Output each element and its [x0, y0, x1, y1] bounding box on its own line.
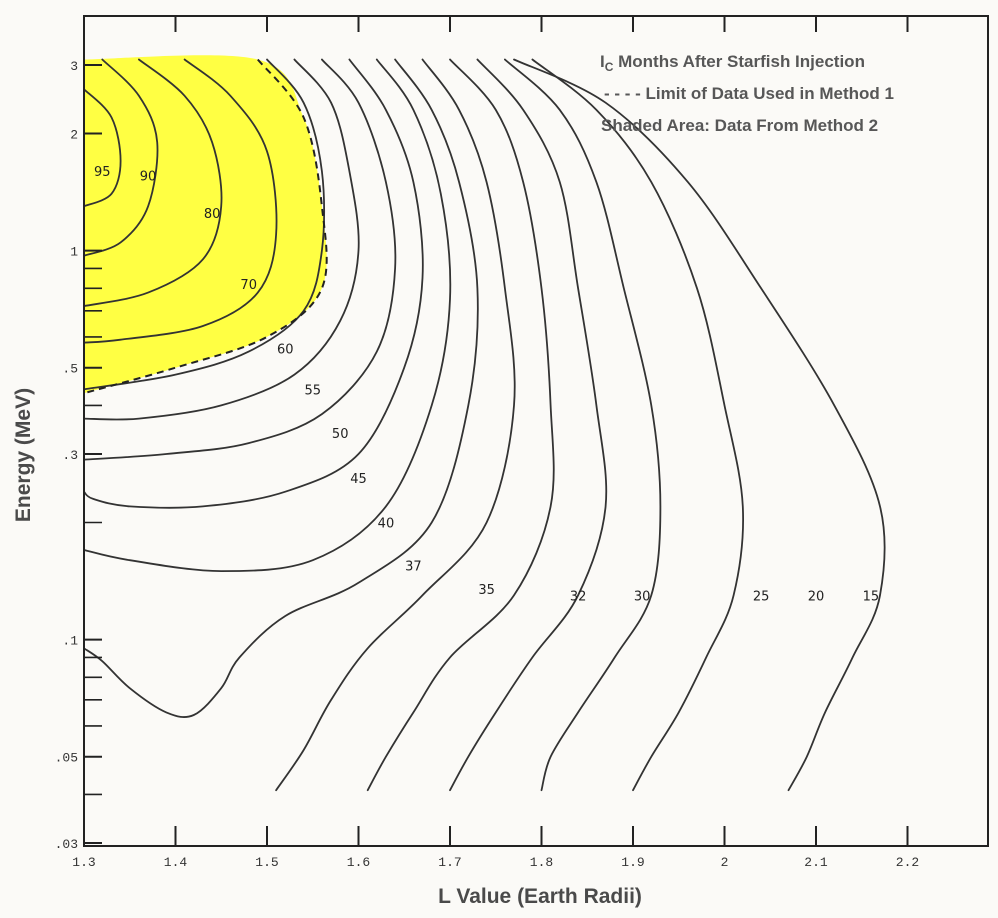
- x-tick-label-2.1: 2.1: [804, 855, 828, 870]
- contour-label-60: 60: [277, 343, 294, 358]
- contour-labels-layer: 95 90 80 70 60 55 50 45 40 37 35 32 30 25 20 15: [94, 165, 879, 604]
- x-tick-label-2.2: 2.2: [896, 855, 919, 870]
- contour-line-80: [83, 58, 223, 307]
- x-tick-label-1.4: 1.4: [164, 855, 188, 870]
- axis-ticks-layer: 1.3 1.4 1.5 1.6 1.7 1.8 1.9 2 2.1 2.2321.5.3.1.05…: [55, 16, 919, 870]
- legend-entry-3: Shaded Area: Data From Method 2: [601, 116, 878, 135]
- contour-line-70: [83, 58, 278, 344]
- contour-line-37: [83, 58, 479, 718]
- contour-line-40: [83, 58, 452, 573]
- method1-limit-layer: [83, 58, 328, 395]
- contour-label-30: 30: [634, 589, 651, 604]
- x-axis-title: L Value (Earth Radii): [438, 885, 642, 908]
- x-tick-label-2: 2: [721, 855, 729, 870]
- y-tick-label-.3: .3: [62, 448, 78, 463]
- shaded-area-layer: [84, 55, 327, 394]
- y-tick-label-.05: .05: [55, 751, 78, 766]
- legend-entry-1-rest: Months After Starfish Injection: [613, 52, 865, 71]
- x-tick-label-1.7: 1.7: [438, 855, 461, 870]
- contour-label-70: 70: [240, 278, 257, 293]
- contour-label-80: 80: [204, 207, 221, 222]
- contour-line-90: [83, 58, 159, 257]
- y-tick-label-1: 1: [70, 245, 78, 260]
- contour-label-37: 37: [405, 560, 422, 575]
- contour-line-45: [83, 58, 424, 509]
- contour-label-25: 25: [753, 589, 770, 604]
- contour-line-15: [513, 58, 886, 792]
- contour-label-20: 20: [808, 589, 825, 604]
- y-tick-label-3: 3: [70, 59, 78, 74]
- contour-line-55: [83, 58, 360, 421]
- contour-label-90: 90: [140, 169, 157, 184]
- contour-line-50: [83, 58, 397, 461]
- shaded-area-method2: [84, 55, 327, 394]
- contour-label-40: 40: [378, 516, 395, 531]
- plot-frame: [83, 15, 989, 847]
- y-tick-label-2: 2: [70, 127, 78, 142]
- legend-entry-1-main: I: [600, 52, 605, 71]
- legend: IC Months After Starfish Injection - - -…: [600, 52, 894, 135]
- contour-line-25: [504, 58, 662, 792]
- contour-line-35: [275, 58, 516, 792]
- legend-entry-1-sub: C: [605, 60, 614, 74]
- x-tick-label-1.3: 1.3: [72, 855, 95, 870]
- contour-line-30: [449, 58, 608, 792]
- contour-label-50: 50: [332, 427, 349, 442]
- contour-label-45: 45: [350, 472, 367, 487]
- contour-label-32: 32: [570, 589, 587, 604]
- contour-label-15: 15: [863, 589, 880, 604]
- contour-label-95: 95: [94, 165, 111, 180]
- y-tick-label-.5: .5: [62, 362, 78, 377]
- x-tick-label-1.9: 1.9: [621, 855, 644, 870]
- contour-lines-layer: [83, 58, 886, 792]
- y-tick-label-.03: .03: [55, 837, 78, 852]
- y-axis-title: Energy (MeV): [12, 388, 35, 522]
- x-tick-label-1.5: 1.5: [255, 855, 278, 870]
- legend-entry-1: IC Months After Starfish Injection: [600, 52, 865, 74]
- contour-label-55: 55: [304, 383, 321, 398]
- contour-line-32: [366, 58, 555, 792]
- legend-entry-2: - - - - Limit of Data Used in Method 1: [604, 84, 894, 103]
- y-tick-label-.1: .1: [62, 634, 78, 649]
- x-tick-label-1.6: 1.6: [347, 855, 370, 870]
- contour-line-95: [83, 88, 122, 208]
- x-tick-label-1.8: 1.8: [530, 855, 553, 870]
- contour-label-35: 35: [478, 583, 495, 598]
- contour-line-20: [531, 58, 744, 792]
- contour-line-60: [83, 58, 326, 391]
- method1-limit-line: [83, 58, 328, 395]
